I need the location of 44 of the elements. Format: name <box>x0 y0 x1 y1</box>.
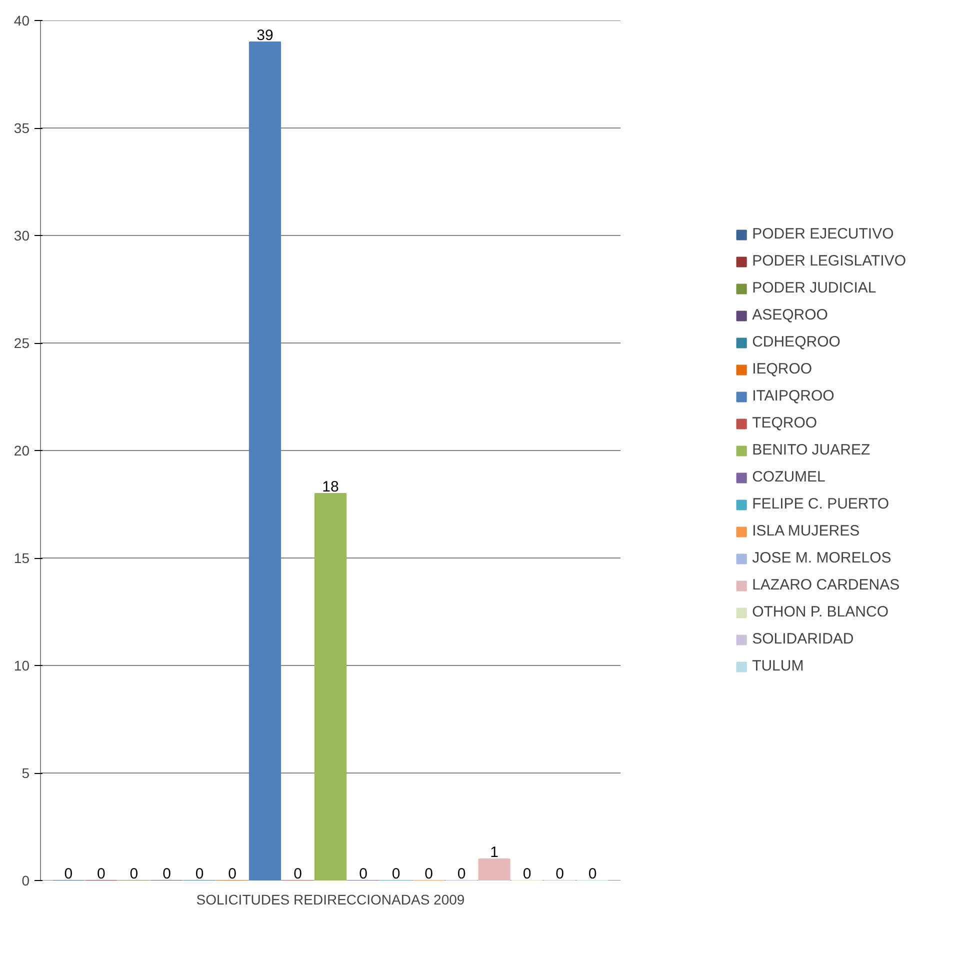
data-label: 0 <box>359 866 368 882</box>
data-label: 18 <box>322 478 339 496</box>
data-label: 1 <box>490 844 498 861</box>
data-label: 0 <box>556 866 564 882</box>
y-tick-label: 15 <box>14 550 30 566</box>
y-tick-label: 35 <box>14 120 30 136</box>
y-tick-label: 10 <box>14 658 30 674</box>
data-label: 0 <box>457 866 466 882</box>
legend-label: LAZARO CARDENAS <box>752 576 900 594</box>
legend-label: OTHON P. BLANCO <box>752 604 888 620</box>
legend-label: BENITO JUAREZ <box>752 442 870 458</box>
legend-label: SOLIDARIDAD <box>752 630 854 648</box>
legend-label: PODER LEGISLATIVO <box>752 252 906 270</box>
data-label: 0 <box>64 866 73 882</box>
y-tick-label: 0 <box>22 872 30 888</box>
legend-label: TEQROO <box>752 414 818 432</box>
legend-label: JOSE M. MORELOS <box>752 550 892 566</box>
legend-label: COZUMEL <box>752 468 826 486</box>
legend-label: ITAIPQROO <box>752 388 834 404</box>
data-label: 0 <box>522 866 532 882</box>
data-label: 0 <box>162 866 171 882</box>
legend-label: TULUM <box>752 658 804 674</box>
y-tick-label: 30 <box>14 228 30 244</box>
legend-label: ISLA MUJERES <box>752 522 860 540</box>
x-tick-label: SOLICITUDES REDIRECCIONADAS 2009 <box>196 892 465 908</box>
data-label: 0 <box>588 866 597 882</box>
legend-label: PODER JUDICIAL <box>752 280 876 296</box>
y-tick-label: 20 <box>14 442 30 458</box>
legend-label: ASEQROO <box>752 306 828 324</box>
data-label: 0 <box>392 866 400 882</box>
data-label: 0 <box>294 866 302 882</box>
legend-label: CDHEQROO <box>752 334 840 350</box>
legend-label: IEQROO <box>752 360 812 378</box>
y-tick-label: 25 <box>14 335 30 351</box>
legend-label: PODER EJECUTIVO <box>752 226 894 242</box>
y-tick-label: 40 <box>14 12 30 28</box>
legend-label: FELIPE C. PUERTO <box>752 496 890 512</box>
data-label: 0 <box>97 866 106 882</box>
data-label: 0 <box>195 866 204 882</box>
data-label: 0 <box>424 866 433 882</box>
y-tick-label: 5 <box>22 765 30 781</box>
data-label: 39 <box>256 27 274 44</box>
data-label: 0 <box>228 866 236 882</box>
data-label: 0 <box>130 866 138 882</box>
